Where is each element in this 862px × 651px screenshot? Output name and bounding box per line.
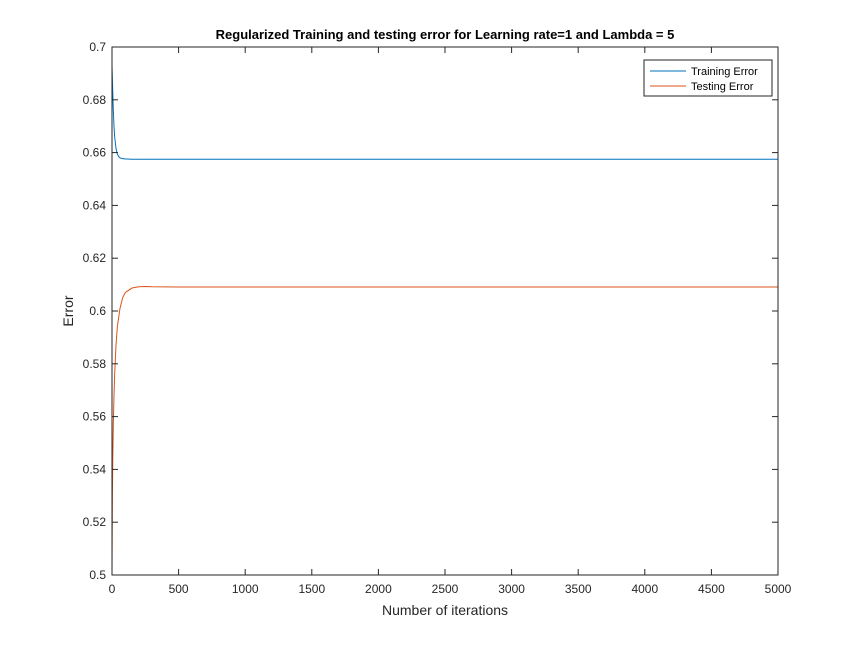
legend-box: [643, 59, 773, 97]
y-tick-label: 0.7: [89, 40, 106, 54]
y-tick-label: 0.68: [83, 93, 107, 107]
series-line-training-error: [112, 65, 778, 160]
x-axis-label: Number of iterations: [382, 602, 508, 618]
x-tick-label: 500: [169, 582, 189, 596]
x-tick-label: 4500: [698, 582, 725, 596]
y-tick-label: 0.62: [83, 251, 107, 265]
legend-entry-label: Training Error: [691, 66, 758, 78]
x-tick-label: 2000: [365, 582, 392, 596]
y-tick-label: 0.58: [83, 357, 107, 371]
plot-area: [112, 47, 778, 575]
ticks: 0 500 1000 1500 2000 2500 3000 3500 4000 4500 5000…: [83, 40, 792, 596]
x-tick-label: 3000: [498, 582, 525, 596]
y-tick-label: 0.6: [89, 304, 106, 318]
y-tick-label: 0.56: [83, 410, 107, 424]
y-tick-label: 0.66: [83, 146, 107, 160]
x-tick-label: 5000: [765, 582, 792, 596]
y-axis-label: Error: [60, 295, 76, 326]
y-tick-label: 0.5: [89, 568, 106, 582]
legend-entry-label: Testing Error: [691, 81, 754, 93]
legend: Training Error Testing Error: [643, 59, 773, 97]
x-tick-label: 2500: [432, 582, 459, 596]
y-tick-label: 0.54: [83, 462, 107, 476]
x-tick-label: 1000: [232, 582, 259, 596]
series-line-testing-error: [112, 285, 778, 575]
x-tick-label: 0: [109, 582, 116, 596]
x-tick-label: 1500: [298, 582, 325, 596]
chart-title: Regularized Training and testing error f…: [216, 27, 675, 42]
y-tick-label: 0.52: [83, 515, 107, 529]
x-tick-label: 4000: [631, 582, 658, 596]
series-lines: [112, 65, 778, 575]
y-tick-label: 0.64: [83, 198, 107, 212]
x-tick-label: 3500: [565, 582, 592, 596]
